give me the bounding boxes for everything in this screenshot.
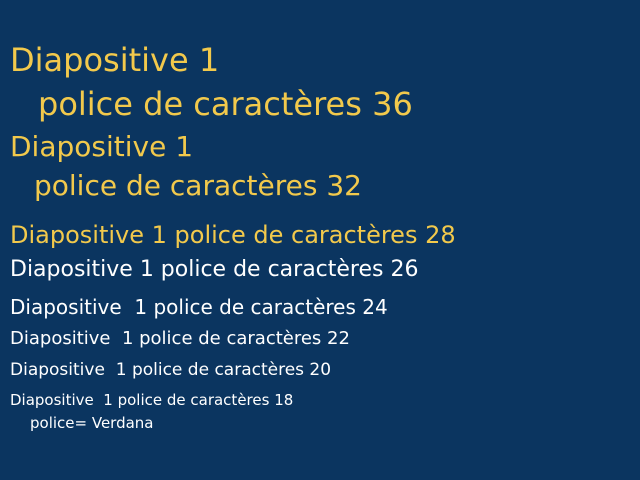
slide-line-32-subtitle: police de caractères 32 xyxy=(34,169,362,202)
slide-line-20: Diapositive 1 police de caractères 20 xyxy=(10,360,332,380)
slide-line-24: Diapositive 1 police de caractères 24 xyxy=(10,295,388,319)
slide-line-18: Diapositive 1 police de caractères 18 xyxy=(10,391,294,409)
slide-line-36-title: Diapositive 1 xyxy=(10,41,220,79)
font-note: police= Verdana xyxy=(30,414,154,432)
slide-line-26: Diapositive 1 police de caractères 26 xyxy=(10,257,419,282)
slide-line-22: Diapositive 1 police de caractères 22 xyxy=(10,328,350,349)
slide-line-32-title: Diapositive 1 xyxy=(10,130,194,163)
slide-line-36-subtitle: police de caractères 36 xyxy=(38,85,413,123)
slide-line-28: Diapositive 1 police de caractères 28 xyxy=(10,221,456,249)
